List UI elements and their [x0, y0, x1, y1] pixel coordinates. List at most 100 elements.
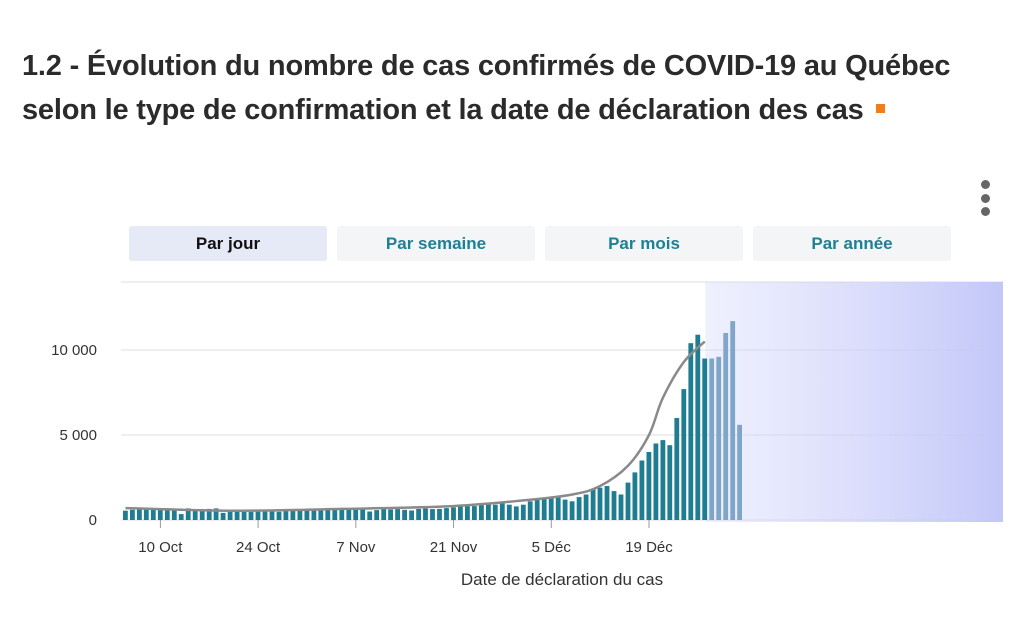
bar	[709, 358, 715, 520]
bar	[290, 509, 296, 520]
bar	[653, 443, 659, 520]
bar	[304, 509, 310, 520]
bar	[562, 499, 568, 520]
bar	[597, 487, 603, 520]
bar	[325, 509, 331, 520]
bar	[416, 508, 421, 520]
bar	[520, 504, 526, 520]
tab-par-semaine[interactable]: Par semaine	[337, 226, 535, 261]
x-tick-label: 24 Oct	[236, 539, 281, 556]
bar	[402, 509, 407, 520]
x-tick-label: 10 Oct	[138, 539, 183, 556]
menu-dot	[980, 193, 990, 203]
bar	[381, 509, 387, 520]
bar	[318, 509, 324, 520]
x-tick-label: 21 Nov	[430, 539, 478, 556]
y-tick-label: 10 000	[51, 342, 97, 359]
bar	[674, 418, 680, 520]
recent-days-highlight	[705, 282, 1003, 522]
y-tick-label: 0	[89, 512, 97, 529]
bar	[213, 508, 219, 520]
bar	[178, 514, 184, 520]
bar	[472, 506, 477, 520]
bar	[444, 508, 449, 520]
bar	[185, 508, 191, 520]
bar	[618, 494, 624, 520]
tab-par-mois[interactable]: Par mois	[545, 226, 743, 261]
bar	[513, 506, 519, 520]
bar	[262, 511, 268, 520]
bar	[269, 510, 275, 520]
bar	[492, 504, 498, 520]
bar	[688, 343, 694, 520]
chart-title-text: 1.2 - Évolution du nombre de cas confirm…	[22, 50, 951, 126]
bar	[499, 503, 505, 520]
bar	[486, 503, 491, 520]
bar	[123, 510, 128, 520]
bar	[667, 445, 673, 520]
bar	[590, 489, 596, 520]
bar	[437, 508, 442, 520]
bar	[660, 440, 666, 520]
bar	[360, 508, 366, 520]
bar	[192, 509, 198, 520]
bar	[541, 497, 547, 520]
x-tick-label: 7 Nov	[336, 539, 376, 556]
bar	[604, 486, 610, 520]
x-tick-label: 5 Déc	[532, 539, 572, 556]
x-axis-title: Date de déclaration du cas	[461, 570, 663, 589]
bar	[730, 321, 736, 520]
bar	[506, 504, 512, 520]
bar	[164, 508, 170, 520]
bar	[737, 424, 742, 520]
chart-title: 1.2 - Évolution du nombre de cas confirm…	[22, 44, 1012, 132]
bar	[150, 509, 156, 520]
bar	[206, 508, 212, 520]
bar	[695, 334, 701, 520]
bar	[234, 511, 240, 520]
bar	[276, 511, 282, 520]
bar	[479, 504, 484, 520]
bar	[171, 509, 177, 520]
bar	[465, 505, 470, 520]
bar	[332, 508, 338, 520]
bar	[611, 491, 617, 520]
menu-dot	[980, 207, 990, 216]
bar	[639, 460, 645, 520]
bar	[458, 506, 463, 520]
x-tick-label: 19 Déc	[625, 539, 673, 556]
tab-par-annee[interactable]: Par année	[753, 226, 951, 261]
bar	[255, 511, 261, 520]
bar	[339, 509, 345, 520]
bar	[227, 511, 233, 520]
bar	[346, 509, 352, 520]
bar	[681, 389, 687, 520]
bar	[367, 511, 373, 520]
bar	[555, 496, 561, 520]
info-marker-icon	[875, 103, 885, 113]
bar	[241, 509, 247, 520]
bar	[157, 509, 163, 520]
bar	[716, 356, 722, 520]
bar	[632, 472, 638, 520]
bar	[311, 509, 317, 520]
bar	[646, 452, 652, 520]
bar	[130, 509, 135, 520]
bar	[451, 507, 456, 521]
bar	[723, 333, 729, 520]
vertical-dots-icon[interactable]	[972, 180, 998, 216]
bar	[625, 482, 631, 520]
bar	[576, 497, 582, 520]
bar	[388, 509, 393, 520]
bar	[353, 509, 359, 520]
bar	[569, 501, 575, 520]
bar	[143, 508, 149, 520]
bar	[137, 509, 142, 520]
bar	[283, 510, 289, 520]
bar	[430, 509, 435, 520]
tab-par-jour[interactable]: Par jour	[129, 226, 327, 261]
bar	[534, 499, 540, 520]
bar	[583, 494, 589, 520]
bar	[220, 512, 226, 520]
bar	[409, 510, 414, 520]
